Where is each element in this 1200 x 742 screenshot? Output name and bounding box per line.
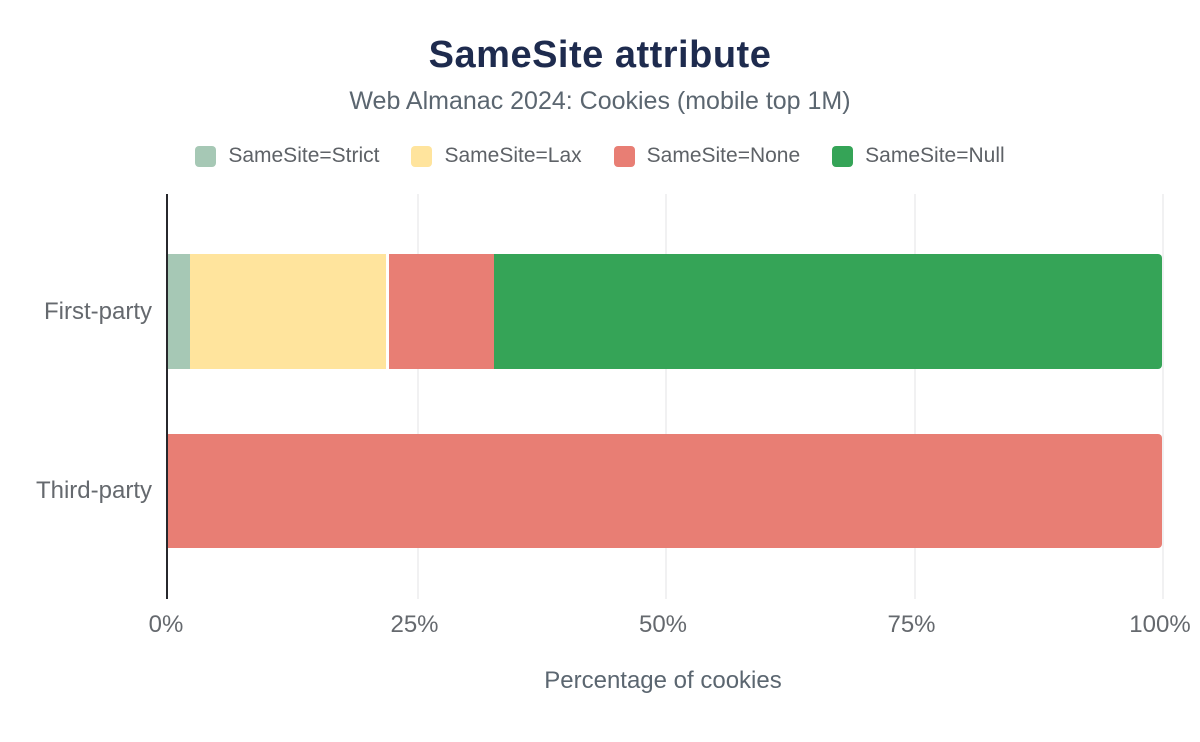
bar-third-party [168,434,1162,548]
x-tick-75: 75% [887,611,936,638]
bar-segment-first-party-samesite-none [385,254,495,369]
legend-label: SameSite=Null [865,144,1005,167]
chart-subtitle: Web Almanac 2024: Cookies (mobile top 1M… [349,87,851,115]
legend-swatch-samesite-strict [195,145,217,167]
legend-swatch-samesite-null [832,145,854,167]
legend-label: SameSite=Lax [444,144,582,167]
x-axis-ticks: 0% 25% 50% 75% 100% [149,611,1191,641]
legend-label: SameSite=Strict [228,144,380,167]
gridline-25 [416,194,419,599]
bar-first-party [168,254,1162,369]
legend-item-samesite-strict[interactable]: SameSite=Strict [195,144,379,168]
chart-title: SameSite attribute [428,34,772,76]
legend-label: SameSite=None [646,144,801,167]
bar-segment-third-party-samesite-none [168,434,1162,548]
x-axis-title: Percentage of cookies [544,667,782,694]
bar-segment-first-party-samesite-lax [189,254,386,369]
x-tick-50: 50% [638,611,688,638]
gridline-50 [665,194,667,599]
gridline-100 [1162,194,1164,599]
legend-swatch-samesite-none [613,145,635,167]
legend-item-samesite-lax[interactable]: SameSite=Lax [411,144,582,168]
y-label-first-party: First-party [44,297,152,325]
x-tick-0: 0% [148,611,184,638]
legend: SameSite=Strict SameSite=Lax SameSite=None… [0,144,1200,168]
x-tick-25: 25% [390,611,439,638]
legend-item-samesite-null[interactable]: SameSite=Null [832,144,1005,168]
y-label-third-party: Third-party [35,477,152,504]
bar-segment-first-party-samesite-null [494,254,1162,369]
gridline-75 [913,194,916,599]
bar-segment-first-party-samesite-strict [168,254,190,369]
plot-area: First-party Third-party [36,194,1164,599]
legend-item-samesite-none[interactable]: SameSite=None [613,144,801,168]
legend-swatch-samesite-lax [411,145,433,167]
x-tick-100: 100% [1129,611,1191,638]
